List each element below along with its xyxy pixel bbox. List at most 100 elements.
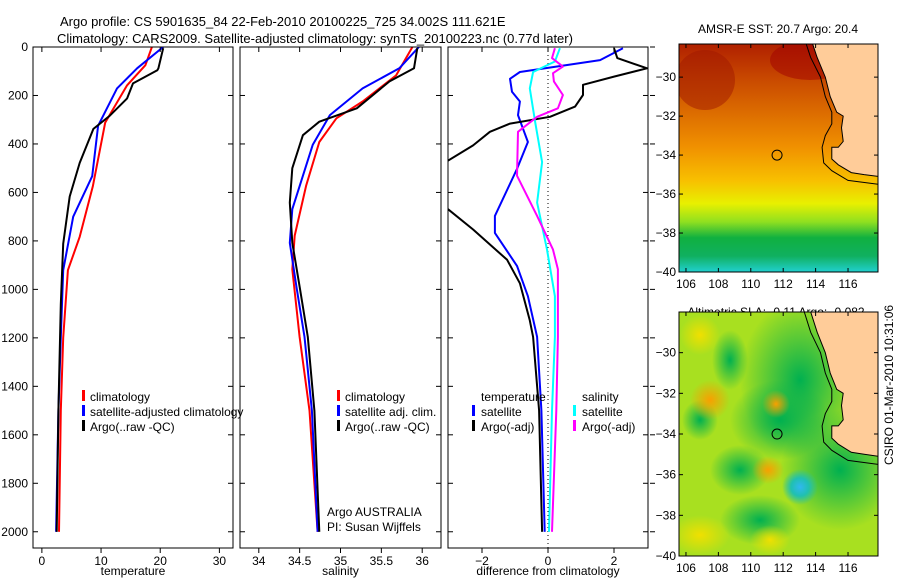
y-tick-label: −38 [656,226,677,240]
sla-patch [710,445,770,495]
series-line-climatology [58,47,153,532]
y-tick-label: 1200 [1,331,28,345]
x-tick-label: −2 [475,554,489,568]
legend-swatch-red [82,390,85,401]
pi-label: PI: Susan Wijffels [327,520,421,534]
legend-swatch-magenta [573,420,576,431]
shelf-contour [805,44,878,185]
y-tick-label: −30 [656,70,677,84]
x-tick-label: 0 [39,554,46,568]
y-tick-label: 1800 [1,476,28,490]
difference-legend: temperature satellite Argo(-adj) salinit… [472,390,635,434]
x-tick-label: 110 [741,277,760,291]
series-line-satellite-adj-clim- [288,47,420,532]
series-group [288,47,420,532]
y-tick-label: −36 [656,468,677,482]
argo-org-label: Argo AUSTRALIA [327,505,422,519]
x-tick-label: 108 [708,277,728,291]
y-tick-label: 200 [8,88,28,102]
x-tick-label: 106 [676,561,696,575]
x-tick-label: 34.5 [288,554,312,568]
y-tick-label: 600 [8,185,28,199]
legend-swatch-black [82,420,85,431]
temperature-panel: 0 10 20 30 temperature 0 200 400 600 800 1000 1200 1… [1,40,234,578]
legend-label: Argo(..raw -QC) [345,420,430,434]
y-tick-label: −40 [656,265,677,279]
series-line-salinity-satellite [528,47,561,532]
y-tick-label: −36 [656,187,677,201]
legend-label: satellite [481,405,522,419]
legend-swatch-black [337,420,340,431]
y-tick-label: 400 [8,137,28,151]
series-line-temperature-argo-adj- [448,47,648,532]
legend-group-title: temperature [481,390,546,404]
x-tick-label: 108 [708,561,728,575]
x-tick-label: 35 [334,554,348,568]
sla-patch [750,525,790,555]
legend-swatch-red [337,390,340,401]
figure-title-line1: Argo profile: CS 5901635_84 22-Feb-2010 … [60,14,506,29]
y-tick-label: −30 [656,346,677,360]
sst-warm-patch [679,50,735,110]
y-tick-label: 1000 [1,282,28,296]
legend-label: Argo(-adj) [481,420,534,434]
x-axis-label: temperature [101,564,166,578]
y-tick-label: −32 [656,386,677,400]
shelf-contour [803,312,878,465]
legend-label: satellite-adjusted climatology [90,405,243,419]
y-tick-label: −40 [656,549,677,563]
y-tick-label: 800 [8,234,28,248]
sst-map-frame [678,43,879,273]
x-tick-label: 2 [611,554,618,568]
x-tick-label: 116 [838,561,857,575]
y-tick-label: 1600 [1,428,28,442]
sla-map: Altimetric SLA: -0.11 Argo: -0.082 10610… [656,305,879,575]
x-tick-label: 110 [741,561,760,575]
credit-label: CSIRO 01-Mar-2010 10:31:06 [882,305,896,465]
legend-swatch-cyan [573,405,576,416]
y-tick-label: 0 [21,40,28,54]
sla-patch [680,315,720,355]
x-tick-label: 20 [154,554,168,568]
y-tick-label: −38 [656,508,677,522]
x-tick-label: 0 [545,554,552,568]
x-tick-label: 114 [806,561,825,575]
sla-patch [712,330,748,390]
x-tick-label: 35.5 [370,554,394,568]
legend-group-title: salinity [582,390,619,404]
y-tick-label: 1400 [1,379,28,393]
land-mask [812,44,878,177]
salinity-legend: climatology satellite adj. clim. Argo(..… [337,390,436,434]
legend-swatch-blue [472,405,475,416]
x-tick-label: 10 [94,554,108,568]
series-line-argo-raw-qc- [55,47,165,532]
plot-frame [239,46,442,549]
x-tick-label: 112 [774,561,793,575]
argo-position-marker [771,428,783,440]
series-line-argo-raw-qc- [288,48,419,532]
sst-map-title: AMSR-E SST: 20.7 Argo: 20.4 [698,22,858,36]
sla-patch [752,456,784,484]
land-mask [810,312,878,457]
x-tick-label: 114 [806,277,825,291]
x-tick-label: 34 [252,554,266,568]
x-tick-label: 106 [676,277,696,291]
figure-title-line2: Climatology: CARS2009. Satellite-adjuste… [57,31,573,46]
legend-label: satellite adj. clim. [345,405,436,419]
sla-patch [679,515,730,555]
x-axis-label: salinity [322,564,359,578]
salinity-panel: 34 34.5 35 35.5 36 salinity [239,46,442,578]
series-group [55,47,165,532]
y-tick-label: 2000 [1,525,28,539]
sla-patch [782,469,818,505]
argo-position-marker [771,149,783,161]
temperature-legend: climatology satellite-adjusted climatolo… [82,390,243,434]
series-line-climatology [291,47,414,532]
legend-label: climatology [345,390,405,404]
legend-label: climatology [90,390,150,404]
sla-patch [690,380,730,420]
plot-frame [447,46,649,549]
series-group [448,47,648,532]
